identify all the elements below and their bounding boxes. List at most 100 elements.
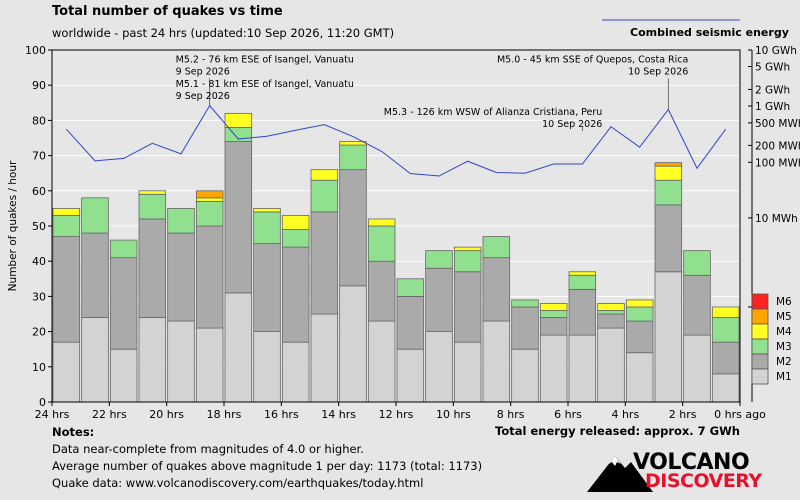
logo-line-2: DISCOVERY (645, 470, 762, 492)
bar-segment-m3 (195, 200, 224, 227)
bar-segment-m1 (310, 313, 339, 403)
notes-line-1: Data near-complete from magnitudes of 4.… (52, 442, 364, 456)
x-tick-label: 12 hrs (379, 408, 414, 421)
bar-segment-m2 (482, 257, 511, 322)
bar-segment-m3 (482, 236, 511, 259)
bar-segment-m1 (568, 334, 597, 403)
bar-segment-m3 (281, 229, 310, 248)
bar-segment-m1 (425, 331, 453, 403)
y-tick-label: 50 (32, 220, 46, 233)
bar-segment-m3 (310, 179, 339, 213)
bar-segment-m2 (81, 232, 109, 318)
bar-segment-m2 (453, 271, 482, 343)
energy-total: Total energy released: approx. 7 GWh (495, 424, 740, 438)
volcano-discovery-logo: VOLCANO DISCOVERY (585, 448, 762, 494)
y-tick-label: 100 (25, 44, 46, 57)
bar-segment-m3 (597, 310, 625, 315)
bar-segment-m2 (281, 246, 310, 343)
x-tick-label: 22 hrs (92, 408, 127, 421)
logo-line-1: VOLCANO (633, 450, 750, 475)
bar-segment-m1 (453, 341, 482, 403)
bar-segment-m2 (138, 218, 167, 318)
annotation-date: 10 Sep 2026 (628, 66, 688, 77)
bar-segment-m3 (568, 274, 597, 290)
y-tick-label: 30 (32, 290, 46, 303)
bar-segment-m4 (195, 197, 224, 202)
y-tick-label: 70 (32, 150, 46, 163)
bar-segment-m4 (597, 303, 625, 311)
bar-segment-m4 (281, 215, 310, 230)
chart-title: Total number of quakes vs time (52, 4, 283, 19)
legend-label-m4: M4 (776, 326, 792, 338)
bar-segment-m1 (224, 292, 253, 403)
bar-segment-m4 (654, 165, 683, 181)
bar-segment-m1 (281, 341, 310, 403)
bar-segment-m1 (683, 334, 711, 403)
bar-segment-m1 (52, 341, 81, 403)
bar-segment-m2 (711, 341, 740, 375)
x-tick-label: 10 hrs (436, 408, 471, 421)
bar-segment-m2 (511, 306, 539, 350)
x-tick-label: 20 hrs (149, 408, 184, 421)
bar-segment-m5 (654, 162, 683, 167)
y-tick-label: 80 (32, 114, 46, 127)
bar-segment-m2 (568, 288, 597, 336)
bar-segment-m1 (109, 348, 138, 403)
bar-segment-m2 (654, 204, 683, 273)
bar-segment-m2 (167, 232, 195, 322)
bar-segment-m2 (625, 320, 654, 354)
bar-segment-m3 (683, 250, 711, 276)
bar-segment-m1 (539, 334, 568, 403)
notes-block: Notes: Data near-complete from magnitude… (52, 424, 482, 492)
plot-frame (51, 49, 741, 403)
x-tick-label: 16 hrs (264, 408, 299, 421)
bar-segment-m5 (195, 190, 224, 199)
annotation-date: 10 Sep 2026 (542, 119, 602, 130)
legend-label-m2: M2 (776, 356, 792, 368)
energy-line (65, 104, 727, 177)
bar-segment-m4 (339, 141, 367, 146)
bar-segment-m1 (396, 348, 425, 403)
bar-segment-m1 (138, 317, 167, 403)
notes-line-2: Average number of quakes above magnitude… (52, 459, 483, 473)
legend-swatch-m4 (751, 323, 769, 340)
bar-segment-m3 (167, 207, 195, 234)
bar-segment-m2 (195, 225, 224, 329)
x-tick-label: 4 hrs (611, 408, 639, 421)
x-tick-label: 18 hrs (207, 408, 242, 421)
y-tick-label: 40 (32, 255, 46, 268)
annotation-title: M5.2 - 76 km ESE of Isangel, Vanuatu (176, 54, 354, 65)
bar-segment-m2 (367, 260, 396, 322)
bar-segment-m1 (625, 352, 654, 403)
energy-axis-label: 100 MWh (755, 157, 800, 169)
bar-segment-m2 (396, 295, 425, 350)
legend-swatch-m2 (751, 353, 769, 370)
bar-segment-m3 (511, 299, 539, 308)
bar-segment-m1 (339, 285, 367, 403)
bar-segment-m1 (167, 320, 195, 403)
bar-segment-m3 (625, 306, 654, 322)
x-tick-label: 0 hrs ago (714, 408, 766, 421)
bar-segment-m3 (396, 278, 425, 297)
bar-segment-m2 (425, 267, 453, 332)
y-tick-label: 0 (39, 396, 46, 409)
bar-segment-m4 (625, 299, 654, 308)
bar-segment-m1 (195, 327, 224, 403)
bar-segment-m1 (511, 348, 539, 403)
legend-swatch-m1 (751, 368, 769, 385)
x-tick-label: 8 hrs (497, 408, 525, 421)
bar-segment-m4 (224, 112, 253, 128)
annotation-title: M5.3 - 126 km WSW of Alianza Cristiana, … (384, 107, 603, 118)
bar-segment-m2 (597, 313, 625, 329)
energy-axis-label: 200 MWh (755, 140, 800, 152)
bar-segment-m2 (310, 211, 339, 315)
bar-segment-m3 (52, 215, 81, 237)
bar-segment-m3 (539, 310, 568, 318)
bar-segment-m4 (367, 218, 396, 227)
energy-axis-label: 2 GWh (755, 84, 790, 96)
bar-segment-m1 (482, 320, 511, 403)
energy-axis-label: 5 GWh (755, 62, 790, 74)
legend-label-m5: M5 (776, 311, 792, 323)
bar-segment-m3 (253, 211, 281, 244)
